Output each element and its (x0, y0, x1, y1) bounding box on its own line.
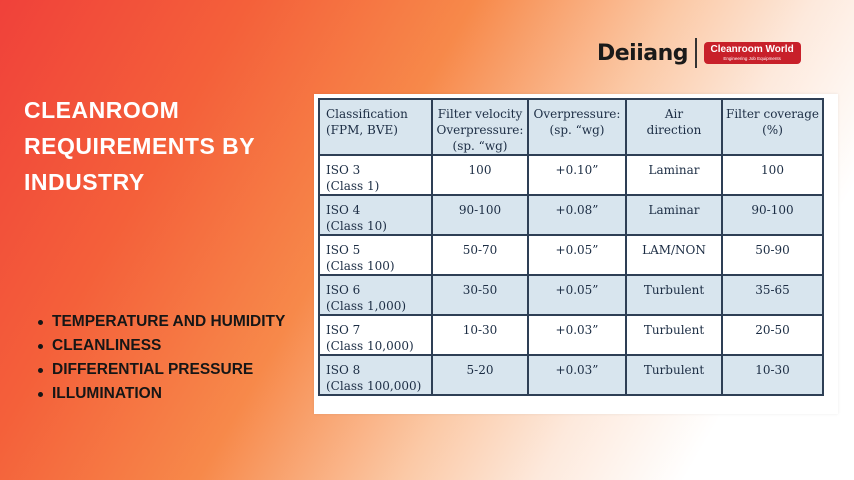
cell-coverage: 20-50 (721, 314, 824, 356)
cell-overpressure: +0.08” (527, 194, 627, 236)
logo-badge: Cleanroom World Engineering Job Equipmen… (703, 41, 801, 65)
table-row: ISO 4 (Class 10) 90-100 +0.08” Laminar 90… (318, 194, 824, 236)
cell-classification: ISO 4 (Class 10) (318, 194, 433, 236)
cell-air-direction: Laminar (625, 194, 723, 236)
cell-iso: ISO 3 (326, 163, 361, 177)
header-overpressure: Overpressure: (sp. “wg) (527, 98, 627, 156)
cell-velocity: 10-30 (431, 314, 529, 356)
cell-velocity: 5-20 (431, 354, 529, 396)
cell-iso: ISO 5 (326, 243, 361, 257)
cell-coverage: 50-90 (721, 234, 824, 276)
list-item: ILLUMINATION (36, 382, 285, 406)
cell-classification: ISO 7 (Class 10,000) (318, 314, 433, 356)
classification-table-panel: Classification (FPM, BVE) Filter velocit… (314, 94, 838, 414)
brand-logo: Deiiang Cleanroom World Engineering Job … (597, 36, 801, 70)
header-line: (sp. “wg) (452, 139, 508, 153)
table-row: ISO 5 (Class 100) 50-70 +0.05” LAM/NON 50… (318, 234, 824, 276)
header-line: (sp. “wg) (549, 123, 605, 137)
cell-classification: ISO 5 (Class 100) (318, 234, 433, 276)
cell-class: (Class 1) (326, 179, 380, 193)
table-row: ISO 3 (Class 1) 100 +0.10” Laminar 100 (318, 154, 824, 196)
classification-table: Classification (FPM, BVE) Filter velocit… (318, 98, 824, 396)
cell-iso: ISO 7 (326, 323, 361, 337)
cell-velocity: 50-70 (431, 234, 529, 276)
list-item: TEMPERATURE AND HUMIDITY (36, 310, 285, 334)
cell-coverage: 10-30 (721, 354, 824, 396)
cell-classification: ISO 8 (Class 100,000) (318, 354, 433, 396)
cell-iso: ISO 6 (326, 283, 361, 297)
logo-divider (695, 38, 697, 68)
cell-classification: ISO 3 (Class 1) (318, 154, 433, 196)
header-line: (FPM, BVE) (326, 123, 398, 137)
header-line: direction (646, 123, 702, 137)
cell-overpressure: +0.03” (527, 354, 627, 396)
cell-velocity: 90-100 (431, 194, 529, 236)
header-classification: Classification (FPM, BVE) (318, 98, 433, 156)
cell-iso: ISO 8 (326, 363, 361, 377)
table-row: ISO 7 (Class 10,000) 10-30 +0.03” Turbule… (318, 314, 824, 356)
logo-badge-subtitle: Engineering Job Equipments (723, 55, 781, 61)
header-line: Overpressure: (436, 123, 524, 137)
cell-overpressure: +0.03” (527, 314, 627, 356)
header-air-direction: Air direction (625, 98, 723, 156)
cell-class: (Class 100,000) (326, 379, 422, 393)
table-row: ISO 6 (Class 1,000) 30-50 +0.05” Turbulen… (318, 274, 824, 316)
cell-velocity: 100 (431, 154, 529, 196)
table-header-row: Classification (FPM, BVE) Filter velocit… (318, 98, 824, 156)
cell-air-direction: Turbulent (625, 354, 723, 396)
cell-air-direction: Turbulent (625, 274, 723, 316)
list-item: DIFFERENTIAL PRESSURE (36, 358, 285, 382)
requirements-list: TEMPERATURE AND HUMIDITY CLEANLINESS DIF… (36, 310, 285, 406)
cell-overpressure: +0.05” (527, 234, 627, 276)
cell-air-direction: Turbulent (625, 314, 723, 356)
cell-overpressure: +0.10” (527, 154, 627, 196)
cell-class: (Class 10) (326, 219, 387, 233)
cell-air-direction: Laminar (625, 154, 723, 196)
cell-overpressure: +0.05” (527, 274, 627, 316)
logo-badge-title: Cleanroom World (710, 43, 794, 55)
header-line: (%) (762, 123, 783, 137)
header-line: Overpressure: (533, 107, 621, 121)
list-item: CLEANLINESS (36, 334, 285, 358)
cell-class: (Class 1,000) (326, 299, 407, 313)
cell-classification: ISO 6 (Class 1,000) (318, 274, 433, 316)
cell-coverage: 35-65 (721, 274, 824, 316)
cell-iso: ISO 4 (326, 203, 361, 217)
cell-velocity: 30-50 (431, 274, 529, 316)
header-line: Filter coverage (726, 107, 819, 121)
header-line: Filter velocity (437, 107, 523, 121)
cell-coverage: 100 (721, 154, 824, 196)
cell-coverage: 90-100 (721, 194, 824, 236)
cell-class: (Class 100) (326, 259, 395, 273)
header-line: Air (664, 107, 684, 121)
table-row: ISO 8 (Class 100,000) 5-20 +0.03” Turbule… (318, 354, 824, 396)
header-filter-velocity: Filter velocity Overpressure: (sp. “wg) (431, 98, 529, 156)
header-filter-coverage: Filter coverage (%) (721, 98, 824, 156)
cell-class: (Class 10,000) (326, 339, 414, 353)
slide-title: CLEANROOM REQUIREMENTS BY INDUSTRY (24, 97, 255, 195)
header-line: Classification (326, 107, 408, 121)
cell-air-direction: LAM/NON (625, 234, 723, 276)
logo-wordmark: Deiiang (597, 40, 689, 66)
